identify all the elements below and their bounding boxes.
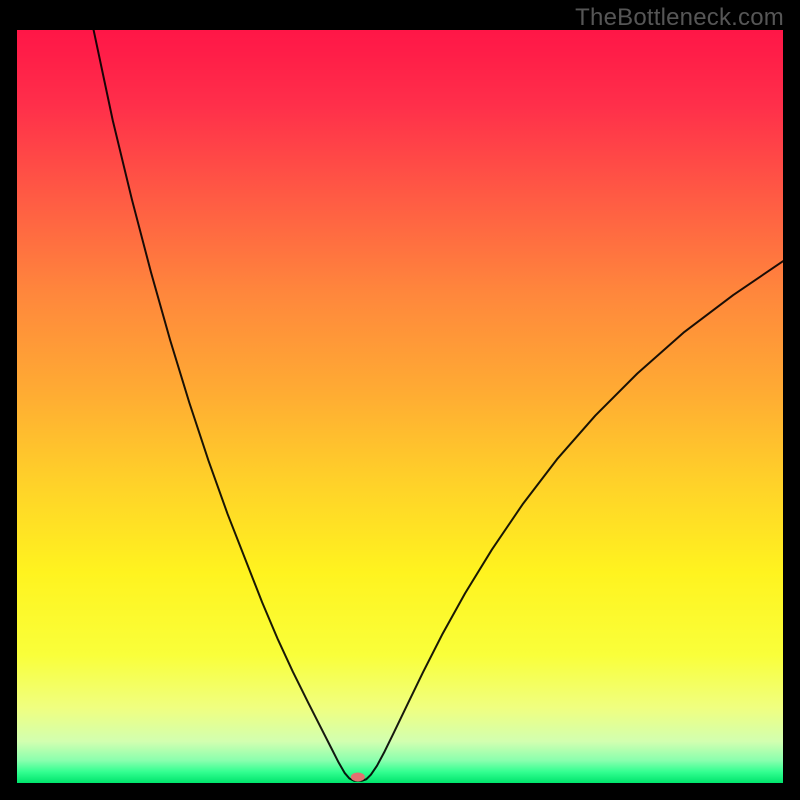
chart-frame: TheBottleneck.com <box>0 0 800 800</box>
gradient-background <box>17 30 783 783</box>
plot-area <box>17 30 783 783</box>
watermark-text: TheBottleneck.com <box>575 4 784 32</box>
optimal-point-marker <box>351 772 365 781</box>
plot-svg <box>17 30 783 783</box>
